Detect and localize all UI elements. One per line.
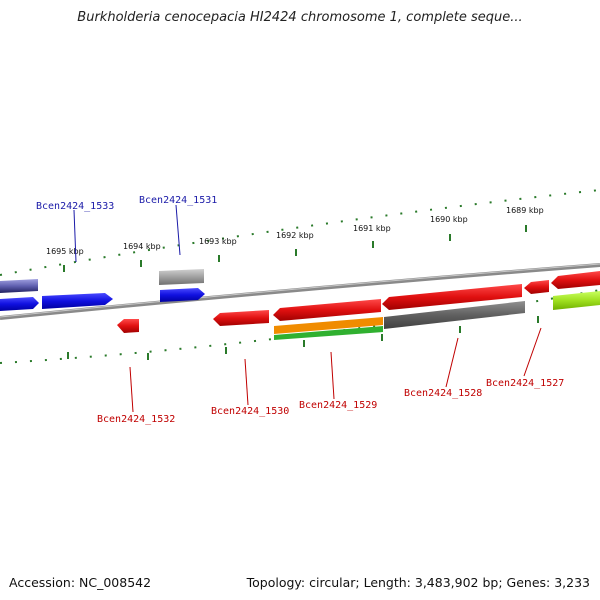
kbp-label-1692: 1692 kbp [276,231,314,240]
reverse-leader-lines [129,327,542,413]
chromosome-backbone-highlight [0,263,600,318]
gene-1529-green-feature[interactable] [274,326,383,340]
gene-bcen2424-1527-arrow[interactable] [524,280,549,294]
gene-label-bcen2424-1528[interactable]: Bcen2424_1528 [404,388,482,399]
accession-label: Accession: NC_008542 [9,575,152,590]
gene-label-bcen2424-1533[interactable]: Bcen2424_1533 [36,201,114,212]
gene-lime-feature[interactable] [553,291,600,310]
gene-bcen2424-1528-arrow[interactable] [382,284,522,310]
gene-1529-orange-feature[interactable] [274,317,383,334]
gene-forward-arrow-2[interactable] [42,293,113,309]
forward-leader-lines [73,204,181,263]
gene-bcen2424-1531-pseudo[interactable] [159,269,204,285]
gene-label-bcen2424-1531[interactable]: Bcen2424_1531 [139,195,217,206]
gene-bcen2424-1531-arrow[interactable] [160,288,205,302]
reverse-major-ticks [67,316,539,360]
gene-bcen2424-1533-arrow[interactable] [0,297,39,311]
gene-reverse-arrow-right[interactable] [551,271,600,289]
kbp-label-1695: 1695 kbp [46,247,84,256]
gene-label-bcen2424-1529[interactable]: Bcen2424_1529 [299,400,377,411]
gene-label-bcen2424-1532[interactable]: Bcen2424_1532 [97,414,175,425]
gene-label-bcen2424-1530[interactable]: Bcen2424_1530 [211,406,289,417]
kbp-label-1693: 1693 kbp [199,237,237,246]
gene-1528-dark-feature[interactable] [384,301,525,329]
gene-bcen2424-1529-arrow[interactable] [273,299,381,321]
kbp-label-1691: 1691 kbp [353,224,391,233]
kbp-label-1690: 1690 kbp [430,215,468,224]
chromosome-backbone [0,263,600,320]
gene-label-bcen2424-1527[interactable]: Bcen2424_1527 [486,378,564,389]
kbp-label-1689: 1689 kbp [506,206,544,215]
kbp-label-1694: 1694 kbp [123,242,161,251]
genome-summary-label: Topology: circular; Length: 3,483,902 bp… [246,575,590,590]
forward-major-ticks [63,225,527,272]
gene-bcen2424-1532-arrow[interactable] [117,319,139,333]
map-title: Burkholderia cenocepacia HI2424 chromoso… [77,10,523,25]
gene-1533-stub [0,279,38,293]
gene-bcen2424-1530-arrow[interactable] [213,310,269,326]
